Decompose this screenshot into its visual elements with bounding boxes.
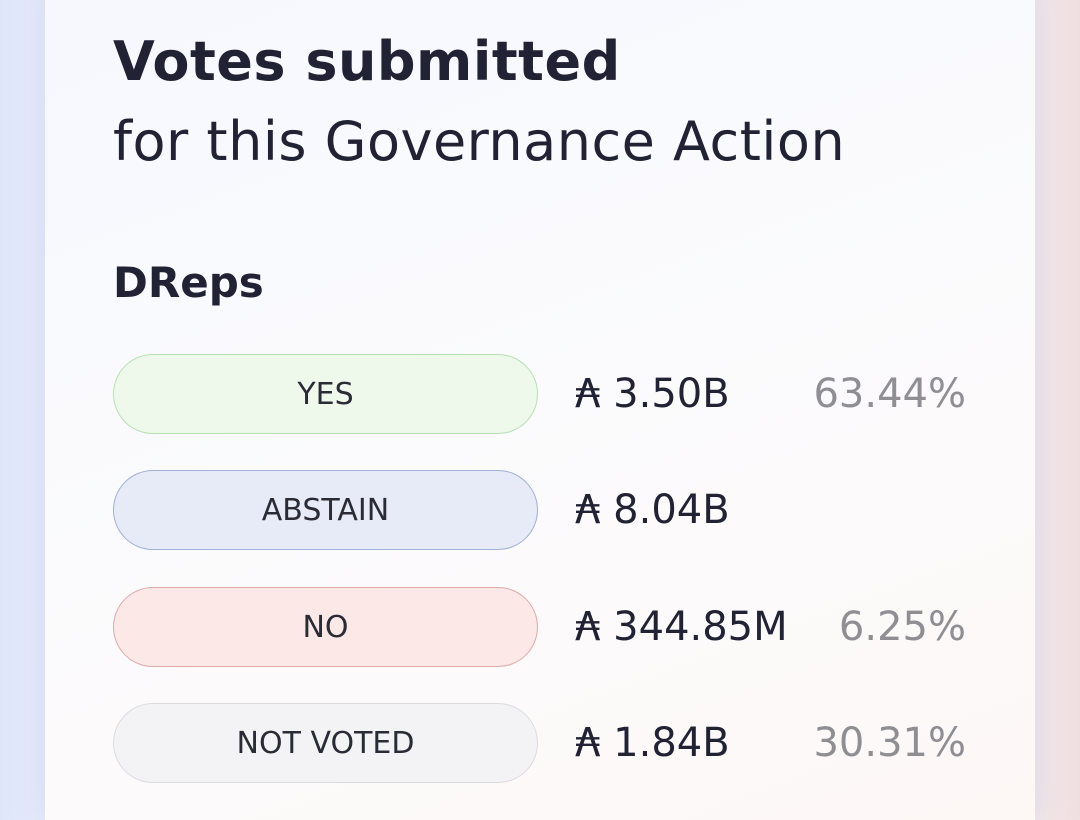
vote-pill: ABSTAIN [113,470,538,550]
percent: 6.25% [838,604,966,650]
percent: 63.44% [813,371,966,417]
title: for this Governance Action [113,110,846,173]
title: Votes submitted [113,30,621,93]
vote-pill: YES [113,354,538,434]
amount: ₳ 8.04B [575,487,730,533]
vote-pill: NO [113,587,538,667]
vote-pill: NOT VOTED [113,703,538,783]
amount: ₳ 1.84B [575,720,730,766]
amount: ₳ 3.50B [575,371,730,417]
percent: 30.31% [813,720,966,766]
section-title: DReps [113,258,264,307]
amount: ₳ 344.85M [575,604,788,650]
